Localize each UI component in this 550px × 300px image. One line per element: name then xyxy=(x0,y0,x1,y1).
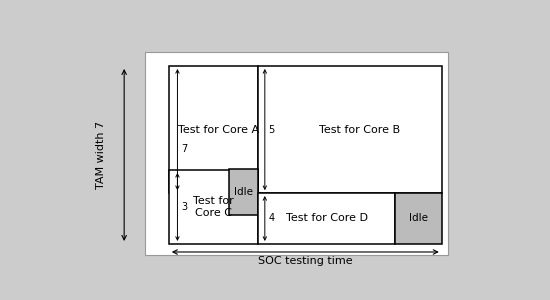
Bar xyxy=(169,66,258,193)
Bar xyxy=(395,193,442,244)
Bar xyxy=(258,66,442,193)
Text: 3: 3 xyxy=(181,202,187,212)
Bar xyxy=(145,52,448,256)
Text: SOC testing time: SOC testing time xyxy=(258,256,353,266)
Text: Test for
Core C: Test for Core C xyxy=(193,196,234,218)
Text: Idle: Idle xyxy=(409,214,428,224)
Text: Test for Core D: Test for Core D xyxy=(285,214,367,224)
Text: 4: 4 xyxy=(268,214,274,224)
Text: Test for Core A: Test for Core A xyxy=(178,124,258,135)
Text: Idle: Idle xyxy=(234,187,253,197)
Bar xyxy=(229,169,258,215)
Text: TAM width 7: TAM width 7 xyxy=(96,121,106,189)
Bar xyxy=(169,170,258,244)
Text: 7: 7 xyxy=(181,144,187,154)
Text: Test for Core B: Test for Core B xyxy=(318,124,400,135)
Text: 5: 5 xyxy=(268,124,274,135)
Bar xyxy=(258,193,395,244)
